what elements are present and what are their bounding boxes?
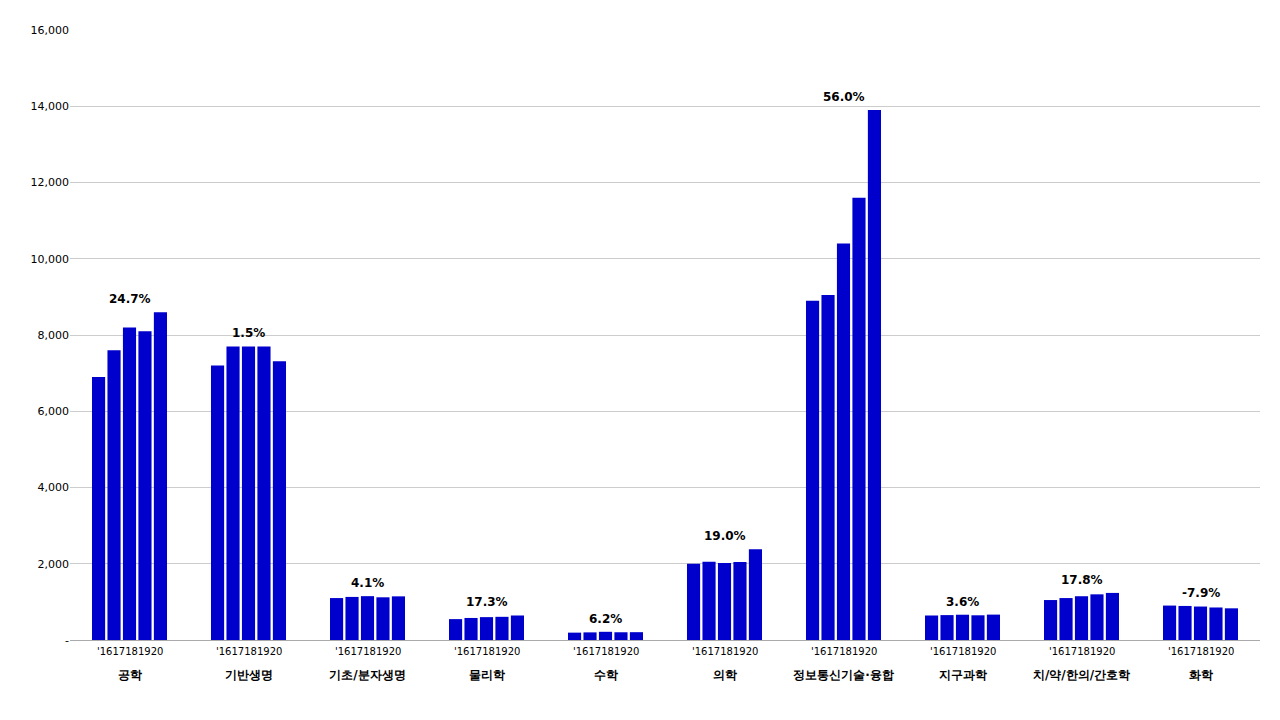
svg-text:의학: 의학	[713, 668, 737, 682]
svg-text:16,000: 16,000	[31, 24, 70, 37]
svg-text:물리학: 물리학	[469, 668, 505, 682]
svg-text:'1617181920: '1617181920	[1168, 646, 1234, 657]
svg-text:'1617181920: '1617181920	[930, 646, 996, 657]
svg-text:'1617181920: '1617181920	[573, 646, 639, 657]
svg-text:14,000: 14,000	[31, 100, 70, 113]
svg-text:-7.9%: -7.9%	[1182, 586, 1220, 600]
svg-text:2,000: 2,000	[38, 558, 70, 571]
svg-text:8,000: 8,000	[38, 329, 70, 342]
svg-text:'1617181920: '1617181920	[692, 646, 758, 657]
svg-text:수학: 수학	[594, 668, 618, 682]
svg-text:19.0%: 19.0%	[704, 529, 746, 543]
svg-text:56.0%: 56.0%	[823, 90, 865, 104]
svg-text:17.3%: 17.3%	[466, 595, 508, 609]
svg-text:17.8%: 17.8%	[1061, 573, 1103, 587]
svg-text:'1617181920: '1617181920	[335, 646, 401, 657]
svg-text:'1617181920: '1617181920	[454, 646, 520, 657]
svg-text:기반생명: 기반생명	[225, 668, 273, 682]
svg-text:화학: 화학	[1189, 668, 1213, 682]
svg-text:3.6%: 3.6%	[946, 595, 979, 609]
svg-text:기초/분자생명: 기초/분자생명	[329, 668, 405, 682]
svg-text:24.7%: 24.7%	[109, 292, 151, 306]
svg-text:12,000: 12,000	[31, 176, 70, 189]
svg-text:6,000: 6,000	[38, 405, 70, 418]
svg-text:10,000: 10,000	[31, 253, 70, 266]
svg-text:6.2%: 6.2%	[589, 612, 622, 626]
svg-text:'1617181920: '1617181920	[1049, 646, 1115, 657]
svg-text:지구과학: 지구과학	[939, 668, 987, 682]
svg-text:'1617181920: '1617181920	[216, 646, 282, 657]
svg-text:'1617181920: '1617181920	[811, 646, 877, 657]
svg-text:정보통신기술·융합: 정보통신기술·융합	[793, 668, 894, 682]
svg-text:4.1%: 4.1%	[351, 576, 384, 590]
svg-text:'1617181920: '1617181920	[97, 646, 163, 657]
svg-text:4,000: 4,000	[38, 481, 70, 494]
svg-text:-: -	[65, 634, 69, 647]
svg-text:1.5%: 1.5%	[232, 326, 265, 340]
svg-text:치/약/한의/간호학: 치/약/한의/간호학	[1033, 668, 1130, 682]
svg-text:공학: 공학	[118, 668, 142, 682]
